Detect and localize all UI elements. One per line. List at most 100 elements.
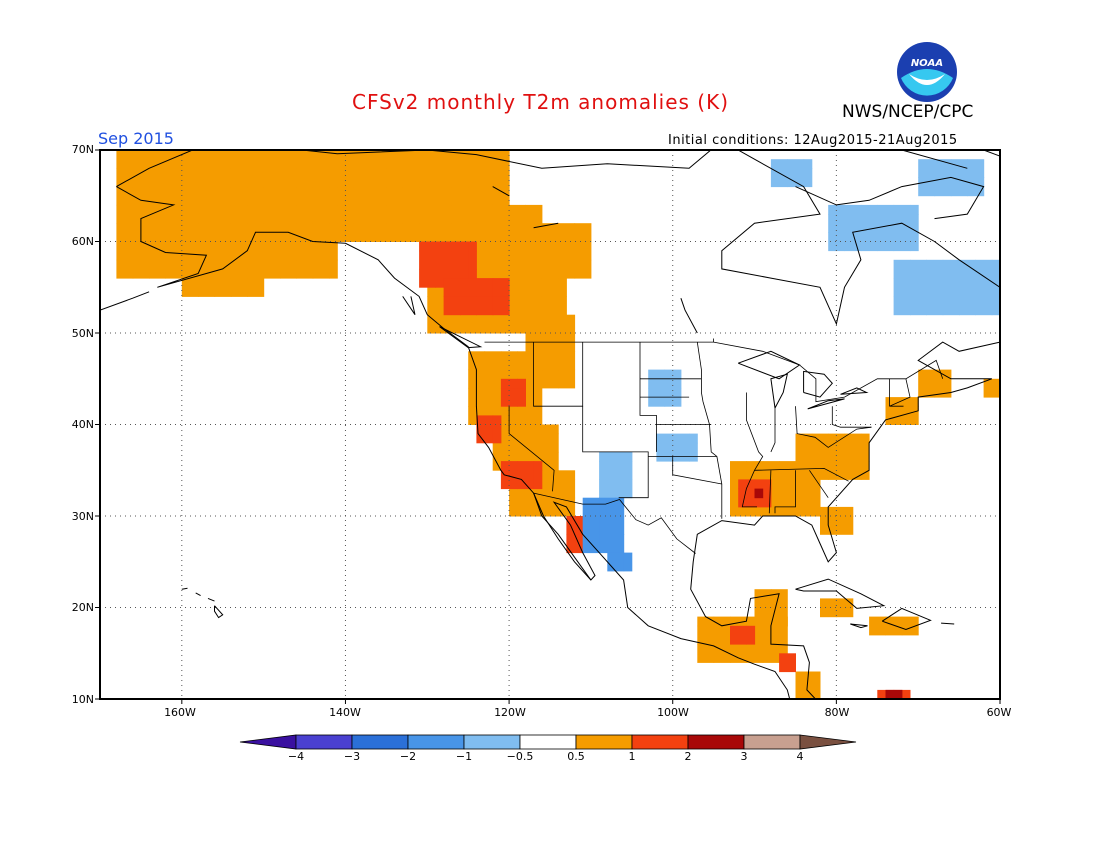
anomaly-cell [697,625,715,645]
anomaly-cell [181,278,199,297]
anomaly-cell [517,378,526,389]
anomaly-cell [476,296,494,316]
anomaly-cell [541,479,559,499]
anomaly-cell [574,241,592,261]
anomaly-cell [828,433,846,444]
lon-label-60w: 60W [986,706,1012,719]
anomaly-cell [599,534,616,554]
anomaly-cell [844,461,862,480]
anomaly-cell [247,204,265,224]
anomaly-cell [811,680,821,700]
anomaly-cell [615,497,625,517]
anomaly-cell [181,241,199,261]
anomaly-cell [165,204,183,224]
anomaly-cell [779,653,796,673]
anomaly-cell [443,296,461,316]
anomaly-cell [402,204,420,224]
colorbar-segment [687,734,745,750]
anomaly-cell [517,387,526,407]
anomaly-cell [247,150,265,169]
anomaly-cell [877,204,895,215]
lon-label-80w: 80W [824,706,850,719]
anomaly-cell [263,168,281,188]
anomaly-cell [525,296,543,316]
anomaly-cell [296,241,314,261]
coastline [738,350,801,380]
anomaly-cell [329,186,338,206]
anomaly-cell [476,204,494,224]
anomaly-cell [370,168,387,188]
anomaly-cell [541,314,559,334]
anomaly-cell [541,223,559,242]
colorbar-upper-triangle [799,734,857,750]
anomaly-cell [656,442,674,462]
lat-label-40n: 40N [71,418,94,431]
anomaly-cell [230,278,248,297]
anomaly-cell [558,278,567,297]
colorbar-segment [407,734,465,750]
anomaly-cells [116,150,1001,700]
anomaly-cell [574,259,592,279]
lat-label-70n: 70N [71,143,94,156]
lat-label-60n: 60N [71,235,94,248]
anomaly-cell [541,497,559,517]
anomaly-cell [697,616,715,627]
anomaly-cell [509,296,526,316]
anomaly-cell [353,204,371,224]
anomaly-cell [525,241,543,261]
anomaly-cell [910,259,927,279]
anomaly-cell [934,159,952,178]
anomaly-cell [198,186,216,206]
anomaly-cell [198,223,216,242]
anomaly-cell [149,150,166,169]
anomaly-cell [500,223,510,242]
anomaly-cell [484,387,502,407]
anomaly-cell [942,278,960,297]
anomaly-cell [582,497,600,517]
anomaly-cell [713,616,731,627]
anomaly-cell [991,259,1001,279]
anomaly-cell [386,150,404,169]
anomaly-cell [959,296,976,316]
anomaly-cell [509,204,526,224]
anomaly-cell [525,433,543,453]
anomaly-cell [132,204,150,224]
anomaly-cell [214,278,232,297]
anomaly-cell [484,223,502,242]
anomaly-cell [329,259,338,279]
anomaly-cell [738,479,756,490]
anomaly-cell [730,616,747,627]
colorbar-segment [743,734,801,750]
anomaly-cell [451,241,469,252]
colorbar-segment [519,734,577,750]
anomaly-cell [181,150,199,169]
anomaly-cell [910,278,927,297]
anomaly-cell [615,461,633,480]
anomaly-cell [893,204,911,215]
lat-label-50n: 50N [71,327,94,340]
anomaly-cell [198,204,216,224]
colorbar-label-4: 4 [796,750,804,763]
anomaly-cell [738,488,756,508]
anomaly-cell [770,607,788,627]
anomaly-cell [230,204,248,224]
colorbar-label-1: 1 [628,750,636,763]
anomaly-cell [214,223,232,242]
anomaly-cell [460,296,477,316]
anomaly-cell [860,461,870,480]
anomaly-cell [959,278,976,297]
anomaly-cell [230,223,248,242]
anomaly-cell [844,204,862,215]
anomaly-cell [599,451,616,462]
anomaly-cell [329,204,338,224]
anomaly-cell [730,644,747,663]
anomaly-cell [280,168,297,188]
anomaly-cell [844,433,862,444]
anomaly-cell [885,397,903,407]
anomaly-cell [599,479,616,499]
anomaly-cell [525,424,543,435]
anomaly-cell [468,186,486,206]
anomaly-cell [811,479,821,499]
state-border [533,492,696,554]
